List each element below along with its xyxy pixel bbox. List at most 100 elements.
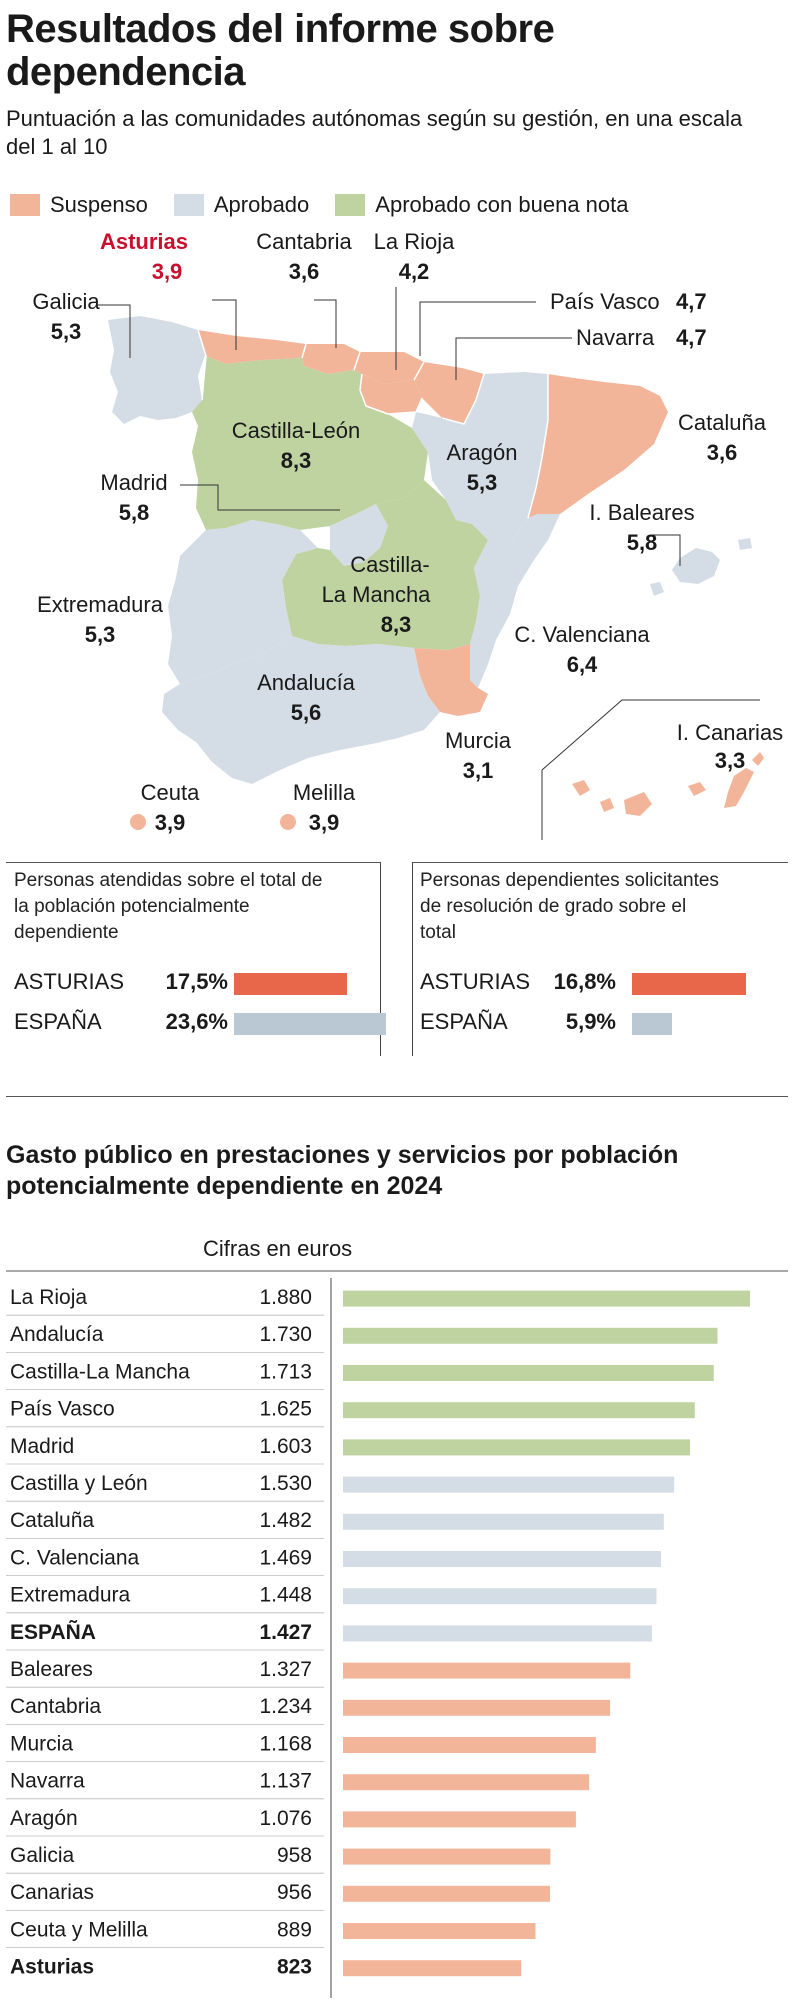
map-label-castilla-leon: Castilla-León bbox=[232, 418, 360, 443]
bar-value-label: 1.168 bbox=[259, 1732, 312, 1755]
bar bbox=[343, 1513, 664, 1530]
region-canarias-2 bbox=[600, 798, 614, 812]
map-score-extremadura: 5,3 bbox=[85, 622, 116, 647]
region-baleares bbox=[650, 538, 752, 596]
legend-item-aprobado: Aprobado bbox=[173, 192, 309, 218]
map-score-andalucia: 5,6 bbox=[291, 700, 322, 725]
bar bbox=[343, 1551, 661, 1567]
bar-value-label: 1.137 bbox=[259, 1770, 312, 1793]
bar-value-label: 1.625 bbox=[259, 1398, 312, 1421]
map-legend: Suspenso Aprobado Aprobado con buena not… bbox=[10, 192, 655, 218]
panel-solicitantes-rows: ASTURIAS 16,8% ESPAÑA 5,9% bbox=[420, 961, 790, 1041]
region-extremadura bbox=[168, 520, 318, 684]
region-canarias-5 bbox=[724, 768, 754, 808]
legend-swatch-buena-nota bbox=[335, 194, 366, 216]
region-melilla bbox=[280, 814, 296, 830]
panel-right-border bbox=[412, 862, 413, 1056]
page-title: Resultados del informe sobre dependencia bbox=[6, 7, 555, 95]
bar-category-label: Cantabria bbox=[10, 1695, 101, 1718]
map-label-castilla-la-mancha-line1: Castilla- bbox=[350, 552, 429, 577]
bar bbox=[343, 1923, 536, 1939]
region-canarias-3 bbox=[624, 792, 652, 816]
row-bar bbox=[234, 972, 347, 995]
panel-atendidas-row-espana: ESPAÑA 23,6% bbox=[14, 1001, 386, 1041]
region-navarra bbox=[414, 362, 484, 424]
row-label: ASTURIAS bbox=[420, 968, 531, 994]
bar bbox=[343, 1439, 690, 1456]
map-label-castilla-la-mancha-line2: La Mancha bbox=[322, 582, 432, 607]
region-canarias-1 bbox=[572, 780, 590, 796]
region-la-rioja bbox=[360, 374, 422, 414]
map-label-melilla: Melilla bbox=[293, 780, 356, 805]
bar bbox=[343, 1848, 551, 1865]
panel-solicitantes-row-asturias: ASTURIAS 16,8% bbox=[420, 961, 790, 1001]
panel-top-rule bbox=[6, 862, 381, 863]
bar-value-label: 1.713 bbox=[259, 1360, 312, 1383]
bar-category-label: Aragón bbox=[10, 1807, 78, 1830]
region-murcia bbox=[414, 644, 488, 716]
legend-swatch-aprobado bbox=[173, 194, 204, 216]
row-label: ESPAÑA bbox=[420, 1008, 508, 1034]
bar-value-label: 1.530 bbox=[259, 1472, 312, 1495]
map-score-navarra: 4,7 bbox=[676, 325, 707, 350]
bar-value-label: 1.448 bbox=[259, 1584, 312, 1607]
bar-value-label: 1.327 bbox=[259, 1658, 312, 1681]
panel-atendidas-rows: ASTURIAS 17,5% ESPAÑA 23,6% bbox=[14, 961, 386, 1041]
map-score-cantabria: 3,6 bbox=[289, 259, 320, 284]
legend-item-suspenso: Suspenso bbox=[10, 192, 148, 218]
region-borders bbox=[197, 329, 549, 519]
map-label-navarra: Navarra bbox=[576, 325, 655, 350]
panel-left-border bbox=[380, 862, 381, 1056]
bar-value-label: 1.880 bbox=[259, 1286, 312, 1309]
region-galicia bbox=[108, 316, 206, 424]
legend-swatch-suspenso bbox=[10, 194, 40, 216]
bar-category-label: Navarra bbox=[10, 1770, 85, 1793]
map-label-cantabria: Cantabria bbox=[256, 229, 352, 254]
map-label-i-baleares: I. Baleares bbox=[589, 500, 694, 525]
map-label-andalucia: Andalucía bbox=[257, 670, 356, 695]
map-label-asturias: Asturias bbox=[100, 229, 188, 254]
region-canarias-6 bbox=[752, 752, 764, 766]
bar bbox=[343, 1476, 675, 1493]
bar bbox=[343, 1290, 750, 1307]
bar-value-label: 1.427 bbox=[259, 1621, 312, 1644]
bar bbox=[343, 1588, 657, 1605]
map-label-cataluna: Cataluña bbox=[678, 410, 767, 435]
bar bbox=[343, 1960, 522, 1977]
panel-top-rule-right bbox=[412, 862, 788, 863]
bar bbox=[343, 1625, 652, 1642]
bar-category-label: Ceuta y Melilla bbox=[10, 1918, 148, 1941]
map-score-murcia: 3,1 bbox=[463, 758, 494, 783]
map-score-c-valenciana: 6,4 bbox=[567, 652, 598, 677]
region-canarias-4 bbox=[688, 782, 706, 796]
bar-value-label: 958 bbox=[277, 1844, 312, 1867]
map-score-madrid: 5,8 bbox=[119, 500, 150, 525]
bar bbox=[343, 1699, 611, 1716]
bar-category-label: Asturias bbox=[10, 1956, 94, 1979]
map-score-cataluna: 3,6 bbox=[707, 440, 738, 465]
bar-value-label: 1.234 bbox=[259, 1695, 312, 1718]
map-label-galicia: Galicia bbox=[32, 289, 100, 314]
map-label-murcia: Murcia bbox=[445, 728, 512, 753]
bar bbox=[343, 1327, 718, 1344]
spending-bar-chart: La Rioja 1.880 Andalucía 1.730 Castilla-La M… bbox=[6, 1270, 788, 1998]
region-castilla-la-mancha bbox=[282, 480, 488, 650]
bar-category-label: Castilla y León bbox=[10, 1472, 148, 1495]
map-score-melilla: 3,9 bbox=[309, 810, 340, 835]
section-divider bbox=[6, 1096, 788, 1097]
region-pais-vasco bbox=[354, 352, 424, 384]
bar-category-label: Madrid bbox=[10, 1435, 74, 1458]
map-score-i-canarias: 3,3 bbox=[715, 748, 746, 773]
bar-category-label: Extremadura bbox=[10, 1584, 131, 1607]
map-score-castilla-leon: 8,3 bbox=[281, 448, 312, 473]
row-value: 5,9% bbox=[565, 1008, 616, 1034]
region-cataluna bbox=[528, 374, 668, 518]
panel-atendidas-title: Personas atendidas sobre el total de la … bbox=[14, 870, 323, 944]
bar-value-label: 1.603 bbox=[259, 1435, 312, 1458]
page-subtitle: Puntuación a las comunidades autónomas s… bbox=[6, 106, 743, 160]
canarias-frame bbox=[541, 699, 760, 840]
map-score-galicia: 5,3 bbox=[51, 319, 82, 344]
region-cantabria bbox=[302, 344, 360, 374]
bar bbox=[343, 1402, 695, 1419]
region-andalucia bbox=[162, 636, 440, 784]
